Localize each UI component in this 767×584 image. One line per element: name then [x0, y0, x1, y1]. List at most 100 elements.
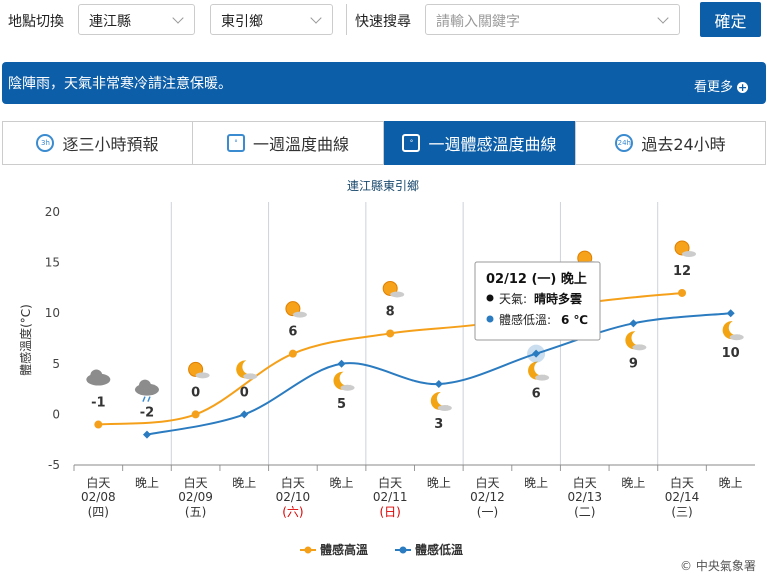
y-tick-label: 5 [52, 357, 60, 371]
weather-icon [528, 361, 550, 381]
point [434, 380, 443, 389]
x-weekday-label: (日) [379, 505, 400, 519]
data-label: 12 [673, 264, 691, 279]
hover-halo [527, 344, 546, 363]
data-label: 9 [629, 356, 638, 371]
submit-button[interactable]: 確定 [700, 2, 761, 37]
x-slot-label: 晚上 [427, 476, 451, 490]
more-text[interactable]: 看更多 [694, 80, 734, 95]
x-slot-label: 白天 [86, 475, 110, 490]
legend-marker [304, 546, 312, 554]
tab-text[interactable]: 一週體感溫度曲線 [428, 135, 557, 154]
point [532, 349, 541, 358]
tab-text[interactable]: 一週溫度曲線 [252, 135, 349, 154]
banner [2, 62, 766, 104]
county-select[interactable]: 連江縣 [78, 4, 195, 35]
cloud [535, 374, 550, 381]
point [142, 430, 151, 439]
moon [722, 321, 740, 340]
tooltip-weather-label: 天氣: [499, 292, 527, 306]
x-weekday-label: (四) [88, 505, 109, 519]
point [337, 359, 346, 368]
x-date-label: 02/08 [81, 490, 116, 504]
data-label: -2 [140, 406, 154, 421]
tooltip-value: 6 ℃ [561, 313, 588, 327]
point [678, 288, 687, 297]
x-slot-label: 白天 [475, 475, 499, 490]
tooltip-value-label: 體感低溫: [499, 312, 551, 327]
x-slot-label: 晚上 [719, 476, 743, 490]
data-label: 5 [337, 397, 346, 412]
rain [142, 396, 151, 402]
weather-icon [430, 391, 452, 412]
x-slot-label: 晚上 [621, 476, 645, 490]
tooltip-box [474, 261, 601, 341]
point [240, 410, 249, 419]
point [726, 309, 735, 318]
x-slot-label: 白天 [670, 475, 694, 490]
x-date-label: 02/12 [470, 490, 505, 504]
cloud [682, 250, 697, 257]
weather-icon [134, 379, 159, 402]
tab-icon: ° [226, 134, 245, 152]
data-label: 10 [722, 346, 740, 361]
tooltip-title: 02/12 (一) 晚上 [486, 271, 587, 287]
x-date-label: 02/11 [373, 490, 408, 504]
legend-label: 體感低溫 [415, 542, 463, 557]
tab-text[interactable]: 逐三小時預報 [62, 135, 159, 154]
weather-icon [86, 369, 111, 386]
y-axis-title: 體感溫度(°C) [18, 304, 33, 376]
x-slot-label: 晚上 [232, 476, 256, 490]
tab-active[interactable]: ° 一週體感溫度曲線 [384, 121, 575, 165]
tab-text[interactable]: 過去24小時 [641, 135, 726, 154]
y-tick-label: -5 [48, 458, 60, 472]
data-label: 6 [532, 387, 541, 402]
x-weekday-label: (六) [282, 505, 303, 519]
weather-icon [625, 331, 647, 351]
weather-icon [236, 360, 258, 380]
tooltip-dot [486, 315, 494, 323]
tab[interactable]: 24h 過去24小時 [575, 121, 766, 165]
search-label: 快速搜尋 [355, 14, 411, 30]
cloud [729, 334, 744, 341]
chart-title: 連江縣東引鄉 [347, 179, 419, 193]
cloud [340, 384, 355, 391]
moon [236, 360, 254, 379]
cloud [292, 311, 307, 318]
data-label: 8 [386, 304, 395, 319]
point [94, 420, 103, 429]
x-slot-label: 白天 [573, 475, 597, 490]
weather-icon [722, 321, 744, 341]
weather-icon [188, 361, 210, 379]
x-date-label: 02/13 [567, 490, 602, 504]
location-label: 地點切換 [8, 14, 64, 30]
divider [346, 4, 347, 35]
footer: © 中央氣象署 [680, 558, 756, 573]
x-weekday-label: (三) [671, 505, 692, 519]
tab[interactable]: ° 一週溫度曲線 [192, 121, 384, 165]
tab-icon: ° [402, 134, 421, 152]
tab-icon: 24h [615, 134, 634, 152]
x-slot-label: 晚上 [135, 476, 159, 490]
tooltip-dot [486, 294, 494, 302]
y-tick-label: 10 [45, 306, 60, 320]
moon [528, 361, 546, 380]
plus-icon: + [737, 81, 749, 94]
x-slot-label: 白天 [281, 475, 305, 490]
tab[interactable]: 3h 逐三小時預報 [2, 121, 193, 165]
point [288, 349, 297, 358]
data-label: 0 [240, 385, 249, 400]
data-label: 3 [434, 417, 443, 432]
search-input[interactable]: 請輸入關鍵字 [425, 4, 680, 35]
x-date-label: 02/14 [665, 490, 700, 504]
more-link[interactable]: 看更多 + [694, 76, 749, 95]
cloud [243, 373, 258, 380]
y-tick-label: 20 [45, 205, 60, 219]
township-select[interactable]: 東引鄉 [210, 4, 333, 35]
point [386, 329, 395, 338]
moon [430, 391, 448, 410]
weather-icon [674, 240, 697, 257]
cloud [90, 369, 103, 382]
